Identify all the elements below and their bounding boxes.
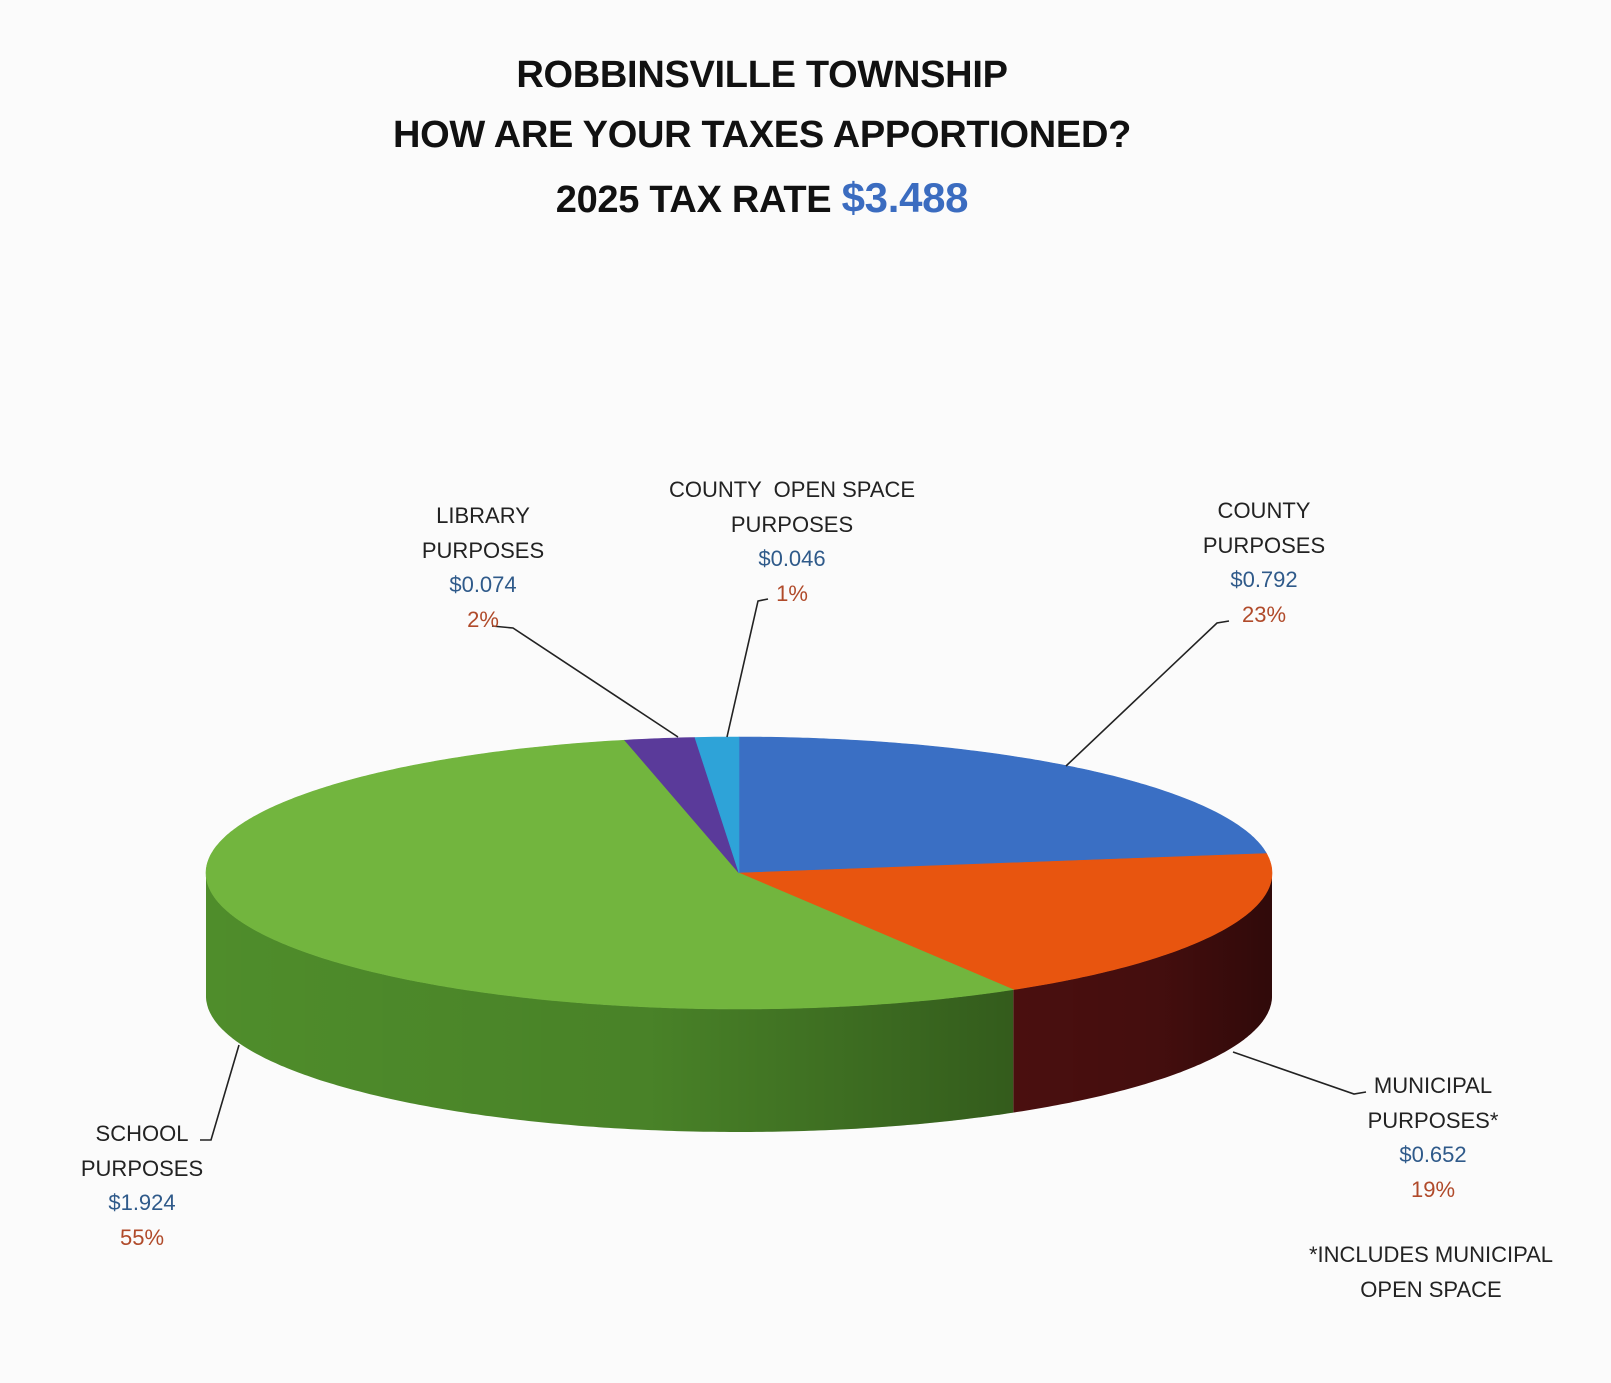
data-label-county: COUNTY PURPOSES $0.792 23% xyxy=(1203,494,1325,632)
slice-percent: 19% xyxy=(1410,1176,1456,1202)
slice-value: $1.924 xyxy=(108,1190,176,1215)
chart-title-line1: ROBBINSVILLE TOWNSHIP xyxy=(516,54,1008,96)
leader-line-county-open-space xyxy=(726,598,769,738)
pie-slice-municipal-purposes xyxy=(738,853,1273,990)
chart-title-line2: HOW ARE YOUR TAXES APPORTIONED? xyxy=(392,114,1132,156)
slice-label-line2: PURPOSES xyxy=(1202,532,1326,558)
slice-value: $0.652 xyxy=(1399,1142,1467,1167)
pie-side-shade-municipal-purposes xyxy=(1013,873,1272,1113)
pie-slice-school-purposes xyxy=(205,739,1015,1010)
slice-percent: 1% xyxy=(776,580,808,606)
slice-value: $0.792 xyxy=(1230,567,1298,592)
slice-label-line1: MUNICIPAL xyxy=(1373,1073,1493,1098)
pie-slice-library-purposes xyxy=(624,737,740,874)
leader-line-county xyxy=(1065,620,1230,767)
leader-line-library xyxy=(491,625,679,738)
pie-slice-county-open-space-purposes xyxy=(694,736,740,874)
pie-side-shade-school-purposes xyxy=(206,873,1014,1132)
slice-percent: 23% xyxy=(1241,601,1287,627)
leader-line-municipal xyxy=(1232,1051,1367,1095)
slice-label-line2: PURPOSES xyxy=(421,537,545,563)
slice-label-line1: SCHOOL xyxy=(95,1121,189,1146)
slice-label-line2: PURPOSES* xyxy=(1367,1107,1499,1133)
slice-label-line2: PURPOSES xyxy=(730,511,854,537)
data-label-library: LIBRARY PURPOSES $0.074 2% xyxy=(422,499,544,637)
footnote-line1: *INCLUDES MUNICIPAL xyxy=(1308,1242,1554,1267)
slice-label-line2: PURPOSES xyxy=(80,1155,204,1181)
slice-percent: 2% xyxy=(467,606,499,632)
leader-line-school xyxy=(200,1044,240,1141)
tax-rate-value: $3.488 xyxy=(841,174,969,221)
data-label-school: SCHOOL PURPOSES $1.924 55% xyxy=(81,1117,203,1255)
slice-label-line1: LIBRARY xyxy=(436,503,530,528)
pie-slice-county-purposes xyxy=(738,736,1268,874)
slice-value: $0.074 xyxy=(449,572,517,597)
chart-subtitle: 2025 TAX RATE $3.488 xyxy=(0,174,1524,222)
slice-percent: 55% xyxy=(119,1224,165,1250)
slice-label-line1: COUNTY xyxy=(1217,498,1311,523)
footnote-line2: OPEN SPACE xyxy=(1360,1276,1502,1302)
tax-rate-label: 2025 TAX RATE xyxy=(555,179,832,221)
slice-label-line1: COUNTY OPEN SPACE xyxy=(668,477,916,502)
slice-value: $0.046 xyxy=(758,546,826,571)
data-label-county-open-space: COUNTY OPEN SPACE PURPOSES $0.046 1% xyxy=(669,473,915,611)
data-label-municipal: MUNICIPAL PURPOSES* $0.652 19% xyxy=(1368,1069,1499,1207)
footnote: *INCLUDES MUNICIPAL OPEN SPACE xyxy=(1309,1238,1553,1307)
